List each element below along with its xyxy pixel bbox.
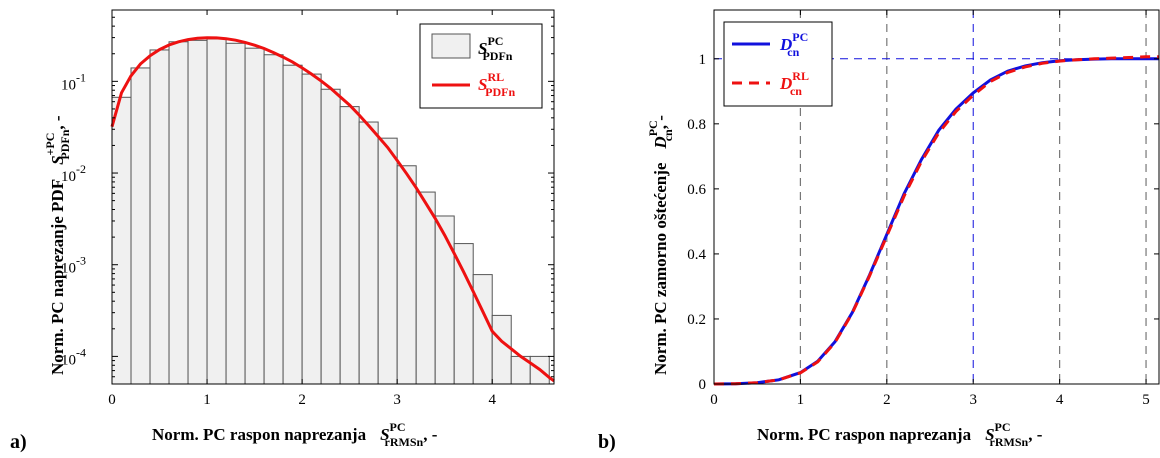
y-tick-label: 1 — [699, 52, 707, 68]
histogram-bar — [320, 88, 341, 385]
histogram-bar — [491, 314, 512, 385]
histogram-bar — [453, 243, 474, 385]
x-axis-label-a: Norm. PC raspon naprezanja SPC rRMSn, - — [152, 420, 438, 449]
legend-label-d-pc: DPC cn — [779, 30, 808, 59]
legend-label-d-rl: DRL cn — [779, 69, 809, 98]
x-tick-label: 2 — [298, 392, 306, 408]
histogram-bar — [434, 215, 455, 385]
histogram-bar — [149, 49, 170, 385]
x-ticks-a: 0 1 2 3 4 — [108, 10, 496, 408]
histogram-bar — [282, 64, 303, 385]
chart-a: 0 1 2 3 4 10-4 10-3 10-2 10-1 SPC PDFn SRL PDFn N… — [10, 9, 555, 453]
histogram-bar — [168, 41, 189, 385]
histogram-bar — [415, 191, 436, 385]
chart-b: 0 1 2 3 4 5 0 0.2 0.4 0.6 0.8 1 DPC cn DRL cn Norm. … — [598, 9, 1160, 453]
histogram-bar — [244, 47, 265, 385]
y-tick-label: 0.4 — [687, 247, 706, 263]
x-tick-label: 1 — [797, 392, 805, 408]
y-tick-label: 0.8 — [687, 117, 706, 133]
x-tick-label: 4 — [488, 392, 496, 408]
x-tick-label: 2 — [883, 392, 891, 408]
y-axis-label-b: Norm. PC zamorno oštećenjeDPCcn, - — [646, 115, 675, 375]
x-tick-label: 3 — [393, 392, 401, 408]
histogram-bar — [377, 137, 398, 385]
y-axis-label-a: Norm. PC naprezanje PDFS+PCPDFn, - — [43, 115, 72, 375]
x-tick-label: 3 — [969, 392, 977, 408]
y-tick-label: 0 — [699, 377, 707, 393]
histogram-bar — [111, 96, 132, 385]
histogram-bar — [187, 39, 208, 385]
panel-label-b: b) — [598, 431, 616, 453]
x-tick-label: 5 — [1142, 392, 1150, 408]
x-tick-label: 4 — [1056, 392, 1064, 408]
histogram-bar — [339, 106, 360, 385]
y-tick-label: 0.2 — [687, 312, 706, 328]
histogram-bar — [472, 274, 493, 385]
legend-b: DPC cn DRL cn — [723, 21, 833, 107]
legend-label-s-rl: SRL PDFn — [478, 70, 515, 99]
legend-label-s-pc: SPC PDFn — [478, 34, 513, 63]
legend-a: SPC PDFn SRL PDFn — [419, 23, 543, 109]
d-rl-line — [713, 55, 1159, 386]
y-ticks-b: 0 0.2 0.4 0.6 0.8 1 — [687, 52, 1159, 393]
histogram-bar — [358, 121, 379, 385]
legend-box-b — [723, 21, 833, 107]
histogram-bars — [111, 38, 550, 385]
y-tick-label: 10-4 — [61, 345, 86, 368]
x-tick-label: 0 — [710, 392, 718, 408]
x-ticks-b: 0 1 2 3 4 5 — [710, 10, 1150, 408]
x-tick-label: 0 — [108, 392, 116, 408]
histogram-bar — [206, 38, 227, 385]
legend-patch-icon — [431, 33, 471, 59]
y-tick-label: 10-1 — [61, 70, 86, 93]
axes-box-b — [713, 9, 1160, 385]
y-tick-label: 10-2 — [61, 162, 86, 185]
x-tick-label: 1 — [203, 392, 211, 408]
y-ticks-a: 10-4 10-3 10-2 10-1 — [61, 16, 554, 385]
rl-pdf-curve — [110, 36, 555, 383]
histogram-bar — [130, 67, 151, 385]
panel-label-a: a) — [10, 431, 27, 453]
histogram-bar — [301, 73, 322, 385]
x-axis-label-b: Norm. PC raspon naprezanja SPC rRMSn, - — [757, 420, 1043, 449]
histogram-bar — [225, 42, 246, 385]
axes-box-a — [111, 9, 555, 385]
y-tick-label: 0.6 — [687, 182, 706, 198]
histogram-bar — [396, 165, 417, 385]
histogram-bar — [263, 54, 284, 385]
y-tick-label: 10-3 — [61, 254, 86, 277]
